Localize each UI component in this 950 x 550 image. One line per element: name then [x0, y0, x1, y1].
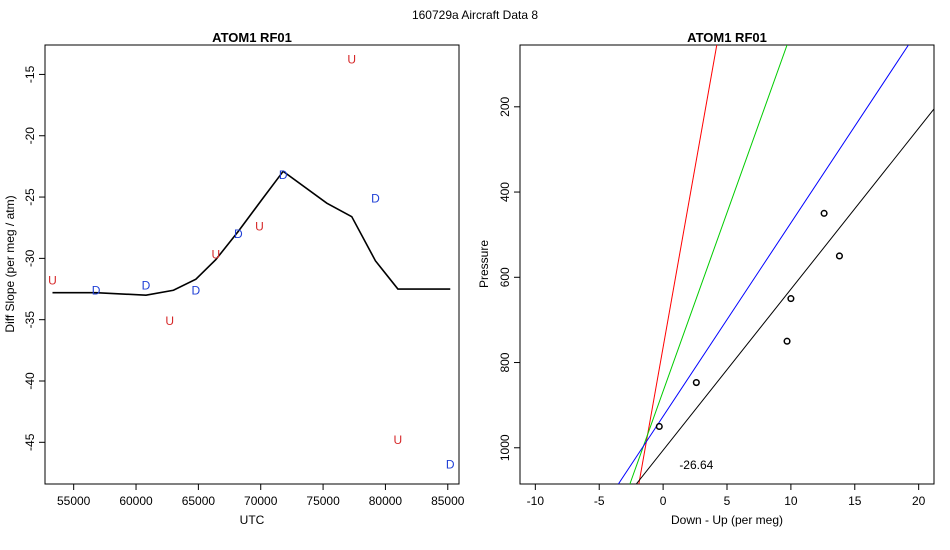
data-point [783, 337, 791, 345]
y-tick-label: 800 [498, 352, 512, 372]
left-plot-frame [44, 44, 460, 485]
left-y-axis-label: Diff Slope (per meg / atm) [3, 195, 17, 332]
y-tick-label: -35 [23, 311, 37, 329]
x-tick-label: 75000 [306, 494, 340, 508]
right-x-axis-label: Down - Up (per meg) [671, 513, 783, 527]
x-tick-label: 85000 [431, 494, 465, 508]
point-label-D: D [192, 283, 201, 297]
point-label-D: D [371, 191, 380, 205]
point-label-D: D [142, 278, 151, 292]
x-tick-label: 15 [848, 494, 862, 508]
y-tick-label: -15 [23, 65, 37, 83]
right-panel: ATOM1 RF01 Down - Up (per meg) Pressure … [477, 30, 935, 527]
left-x-axis-label: UTC [240, 513, 265, 527]
point-label-U: U [394, 433, 403, 447]
fit-line [638, 45, 718, 484]
x-tick-label: 55000 [57, 494, 91, 508]
slope-annotation: -26.64 [679, 458, 713, 472]
point-label-U: U [347, 53, 356, 67]
point-label-D: D [92, 283, 101, 297]
y-tick-label: 1000 [498, 434, 512, 461]
fit-line [635, 108, 934, 484]
y-tick-label: 200 [498, 96, 512, 116]
y-tick-label: -25 [23, 188, 37, 206]
point-label-U: U [212, 248, 221, 262]
data-point [787, 295, 795, 303]
x-tick-label: 60000 [119, 494, 153, 508]
data-point [692, 379, 700, 387]
data-point [820, 209, 828, 217]
x-tick-label: 0 [660, 494, 667, 508]
point-label-D: D [446, 457, 455, 471]
data-point [655, 422, 663, 431]
right-plot-frame [519, 44, 935, 485]
point-label-U: U [255, 219, 264, 233]
y-tick-label: 600 [498, 267, 512, 287]
right-x-ticks: -10 -5 0 5 10 15 20 [527, 484, 926, 508]
y-tick-label: -20 [23, 127, 37, 145]
point-label-D: D [279, 168, 288, 182]
y-tick-label: 400 [498, 182, 512, 202]
data-point [835, 252, 843, 260]
right-y-axis-label: Pressure [477, 240, 491, 288]
x-tick-label: 70000 [244, 494, 278, 508]
x-tick-label: 20 [912, 494, 926, 508]
x-tick-label: -5 [594, 494, 605, 508]
x-tick-label: 65000 [182, 494, 216, 508]
left-y-ticks: -15 -20 -25 -30 -35 -40 -45 [23, 65, 45, 451]
fit-line [617, 45, 909, 484]
y-tick-label: -45 [23, 433, 37, 451]
point-label-D: D [234, 227, 243, 241]
x-tick-label: 80000 [369, 494, 403, 508]
right-marks: -26.64 [617, 45, 934, 484]
series-line [52, 170, 451, 296]
right-panel-title: ATOM1 RF01 [687, 30, 767, 45]
left-panel: ATOM1 RF01 UTC Diff Slope (per meg / atm… [3, 30, 465, 527]
left-x-ticks: 55000 60000 65000 70000 75000 80000 85000 [57, 484, 465, 508]
x-tick-label: 5 [724, 494, 731, 508]
point-label-U: U [165, 314, 174, 328]
point-label-U: U [48, 273, 57, 287]
y-tick-label: -30 [23, 249, 37, 267]
x-tick-label: 10 [784, 494, 798, 508]
left-panel-title: ATOM1 RF01 [212, 30, 292, 45]
fit-line [629, 45, 788, 484]
y-tick-label: -40 [23, 372, 37, 390]
x-tick-label: -10 [527, 494, 545, 508]
right-y-ticks: 200 400 600 800 1000 [498, 96, 520, 461]
figure-suptitle: 160729a Aircraft Data 8 [412, 8, 538, 22]
